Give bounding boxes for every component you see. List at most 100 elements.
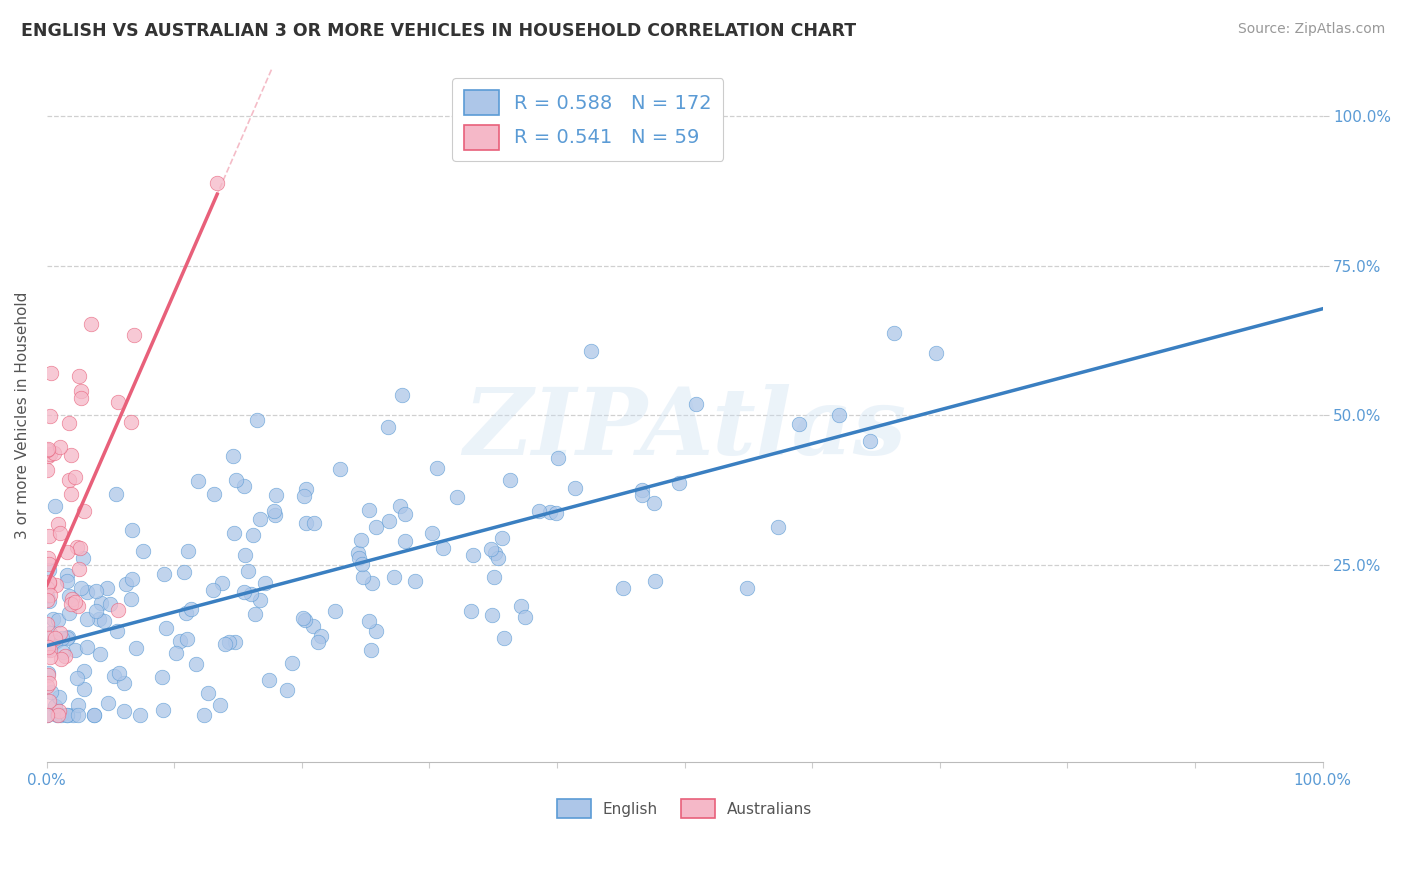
Point — [246, 413, 269, 427]
Point — [218, 635, 240, 649]
Point — [579, 343, 602, 358]
Point — [153, 566, 176, 581]
Point — [509, 599, 531, 613]
Point — [44, 632, 66, 646]
Point — [186, 657, 208, 672]
Point — [56, 545, 79, 559]
Point — [492, 631, 515, 645]
Point — [48, 440, 70, 454]
Point — [224, 635, 246, 649]
Point — [120, 592, 142, 607]
Point — [292, 489, 315, 503]
Point — [39, 366, 62, 380]
Point — [222, 450, 245, 464]
Point — [232, 479, 254, 493]
Point — [225, 474, 247, 488]
Point — [63, 470, 86, 484]
Point — [491, 531, 513, 545]
Point — [35, 590, 58, 604]
Point — [48, 705, 70, 719]
Point — [35, 617, 58, 632]
Point — [38, 576, 60, 591]
Point — [46, 613, 69, 627]
Point — [89, 647, 111, 661]
Point — [39, 625, 62, 640]
Point — [360, 576, 382, 591]
Point — [38, 563, 60, 577]
Point — [62, 707, 84, 722]
Point — [39, 446, 62, 460]
Point — [547, 450, 569, 465]
Point — [295, 516, 318, 531]
Point — [73, 664, 96, 678]
Point — [38, 529, 60, 543]
Point — [828, 408, 851, 422]
Point — [643, 496, 665, 510]
Point — [165, 646, 187, 660]
Point — [48, 516, 70, 531]
Point — [39, 409, 62, 424]
Point — [122, 327, 145, 342]
Point — [105, 624, 128, 638]
Point — [89, 612, 111, 626]
Point — [76, 640, 98, 654]
Point — [349, 533, 371, 547]
Text: ENGLISH VS AUSTRALIAN 3 OR MORE VEHICLES IN HOUSEHOLD CORRELATION CHART: ENGLISH VS AUSTRALIAN 3 OR MORE VEHICLES… — [21, 22, 856, 40]
Point — [66, 671, 89, 685]
Point — [233, 548, 256, 562]
Point — [357, 614, 380, 628]
Point — [325, 604, 347, 618]
Point — [69, 541, 91, 556]
Point — [329, 462, 352, 476]
Point — [404, 574, 426, 588]
Point — [292, 610, 315, 624]
Point — [67, 368, 90, 383]
Point — [177, 544, 200, 558]
Point — [90, 596, 112, 610]
Point — [115, 576, 138, 591]
Point — [668, 475, 690, 490]
Point — [446, 490, 468, 504]
Point — [359, 503, 381, 517]
Point — [35, 630, 58, 644]
Point — [685, 397, 707, 411]
Point — [766, 520, 789, 534]
Point — [257, 673, 280, 687]
Point — [482, 569, 505, 583]
Point — [84, 584, 107, 599]
Point — [201, 583, 224, 598]
Point — [59, 448, 82, 462]
Point — [83, 707, 105, 722]
Point — [132, 544, 155, 558]
Point — [76, 584, 98, 599]
Point — [38, 693, 60, 707]
Point — [264, 508, 287, 523]
Point — [883, 326, 905, 340]
Point — [67, 562, 90, 576]
Y-axis label: 3 or more Vehicles in Household: 3 or more Vehicles in Household — [15, 292, 30, 539]
Point — [301, 619, 323, 633]
Point — [461, 548, 484, 562]
Point — [67, 599, 90, 614]
Point — [44, 499, 66, 513]
Point — [239, 587, 262, 601]
Point — [38, 574, 60, 589]
Point — [37, 665, 59, 680]
Point — [56, 574, 79, 589]
Point — [73, 681, 96, 696]
Point — [152, 703, 174, 717]
Point — [384, 570, 406, 584]
Point — [302, 516, 325, 530]
Point — [529, 504, 551, 518]
Point — [49, 652, 72, 666]
Point — [254, 576, 277, 591]
Point — [236, 564, 259, 578]
Point — [173, 566, 195, 580]
Point — [53, 648, 76, 663]
Point — [120, 415, 142, 429]
Point — [249, 512, 271, 526]
Point — [479, 541, 502, 556]
Point — [176, 632, 198, 646]
Point — [107, 395, 129, 409]
Point — [481, 608, 503, 623]
